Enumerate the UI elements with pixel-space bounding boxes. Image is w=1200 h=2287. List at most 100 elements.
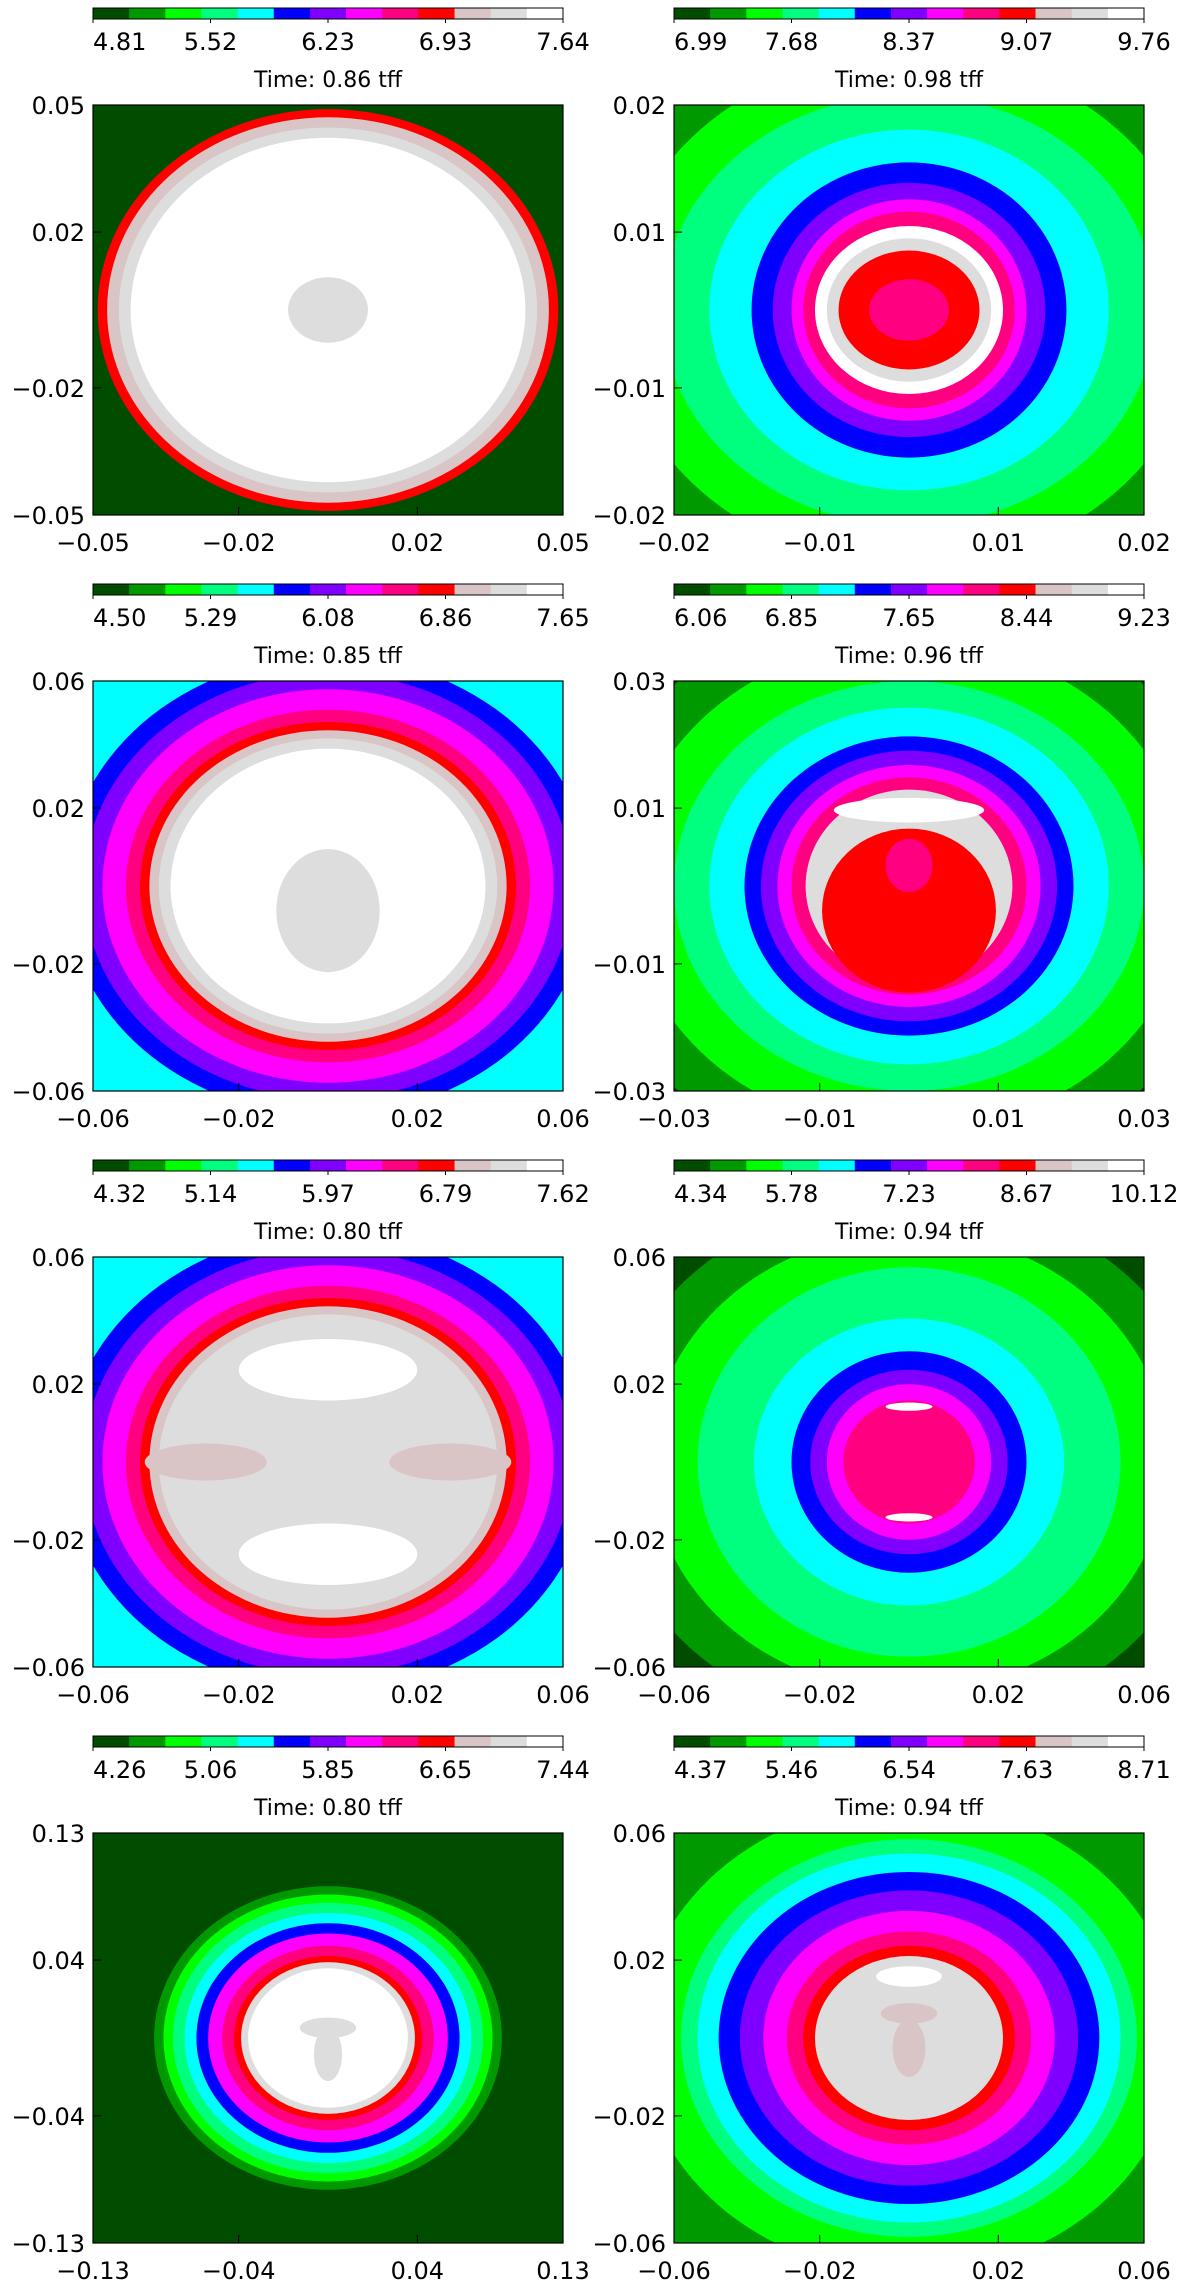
colorbar-swatch — [454, 1160, 492, 1171]
plot-frame — [673, 104, 1145, 516]
colorbar-tick-label: 5.78 — [765, 1180, 818, 1208]
y-tick-label: 0.01 — [613, 795, 666, 823]
colorbar-tick-label: 7.63 — [1000, 1756, 1053, 1784]
x-tick-label: 0.06 — [1117, 2257, 1170, 2285]
colorbar-swatch — [1071, 584, 1109, 595]
heatmap-field — [93, 105, 563, 515]
x-tick-label: 0.01 — [972, 529, 1025, 557]
colorbar-swatch — [854, 1736, 892, 1747]
colorbar: 4.32 5.14 5.97 6.79 7.62 — [92, 1159, 590, 1208]
colorbar-swatch — [746, 1736, 784, 1747]
colorbar-swatch — [382, 8, 419, 19]
colorbar-swatch — [1035, 8, 1073, 19]
colorbar: 4.34 5.78 7.23 8.67 10.12 — [673, 1159, 1179, 1208]
colorbar-swatch — [1107, 1160, 1145, 1171]
colorbar-swatch — [710, 1736, 747, 1747]
colorbar-swatch — [782, 584, 820, 595]
colorbar-swatch — [890, 1160, 928, 1171]
x-tick-label: −0.02 — [783, 2257, 857, 2285]
colorbar-swatch — [129, 1160, 166, 1171]
x-tick-label: 0.05 — [536, 529, 589, 557]
colorbar-swatch — [1035, 1160, 1073, 1171]
x-tick-label: 0.01 — [972, 1105, 1025, 1133]
colorbar-tick-label: 6.08 — [301, 604, 354, 632]
colorbar-tick-label: 6.86 — [419, 604, 472, 632]
x-tick-label: 0.02 — [972, 2257, 1025, 2285]
colorbar-swatch — [746, 8, 784, 19]
colorbar-tick-label: 5.46 — [765, 1756, 818, 1784]
x-tick-label: −0.05 — [56, 529, 130, 557]
x-tick-label: 0.06 — [536, 1681, 589, 1709]
colorbar-tick-label: 6.85 — [765, 604, 818, 632]
colorbar-swatch — [382, 584, 419, 595]
density-feature — [276, 849, 380, 973]
colorbar-swatch — [1107, 584, 1145, 595]
colorbar-tick-label: 4.26 — [93, 1756, 146, 1784]
colorbar-tick-label: 5.97 — [301, 1180, 354, 1208]
y-tick-label: 0.02 — [32, 795, 85, 823]
colorbar-swatch — [963, 8, 1000, 19]
x-tick-label: 0.13 — [536, 2257, 589, 2285]
y-tick-label: −0.04 — [11, 2103, 85, 2131]
x-tick-label: 0.06 — [1117, 1681, 1170, 1709]
colorbar-swatch — [818, 1736, 856, 1747]
density-feature — [238, 1523, 418, 1585]
colorbar-swatch — [201, 1160, 239, 1171]
plot-frame — [92, 680, 564, 1092]
colorbar-swatch — [674, 1736, 711, 1747]
y-tick-label: 0.06 — [613, 1244, 666, 1272]
colorbar-swatch — [927, 1160, 964, 1171]
colorbar-swatch — [165, 1736, 203, 1747]
colorbar-swatch — [526, 584, 564, 595]
x-tick-label: −0.02 — [202, 1105, 276, 1133]
colorbar-swatch — [710, 8, 747, 19]
y-tick-label: 0.05 — [32, 92, 85, 120]
density-feature — [313, 2027, 343, 2082]
y-tick-label: −0.01 — [592, 951, 666, 979]
y-tick-label: 0.02 — [613, 92, 666, 120]
colorbar-tick-label: 5.06 — [184, 1756, 237, 1784]
colorbar-tick-label: 10.12 — [1110, 1180, 1179, 1208]
x-tick-label: −0.06 — [637, 2257, 711, 2285]
y-tick-label: −0.02 — [11, 375, 85, 403]
heatmap-field — [674, 105, 1144, 515]
y-tick-label: −0.06 — [11, 1078, 85, 1106]
colorbar-swatch — [746, 1160, 784, 1171]
x-tick-label: 0.02 — [391, 1681, 444, 1709]
colorbar-swatch — [890, 1736, 928, 1747]
plot-frame — [673, 1256, 1145, 1668]
plot-frame — [673, 1832, 1145, 2244]
colorbar-swatch — [418, 8, 456, 19]
y-tick-label: 0.02 — [613, 1947, 666, 1975]
colorbar-tick-label: 9.23 — [1117, 604, 1170, 632]
colorbar-swatch — [237, 8, 275, 19]
colorbar-tick-label: 7.23 — [882, 1180, 935, 1208]
colorbar: 6.06 6.85 7.65 8.44 9.23 — [673, 583, 1171, 632]
colorbar-swatch — [418, 1160, 456, 1171]
colorbar-swatch — [273, 584, 311, 595]
colorbar: 4.37 5.46 6.54 7.63 8.71 — [673, 1735, 1171, 1784]
x-tick-label: −0.01 — [783, 1105, 857, 1133]
colorbar-swatch — [710, 1160, 747, 1171]
y-tick-label: 0.02 — [613, 1371, 666, 1399]
colorbar-swatch — [782, 8, 820, 19]
colorbar-swatch — [346, 1160, 383, 1171]
colorbar-tick-label: 6.93 — [419, 28, 472, 56]
y-tick-label: 0.02 — [32, 219, 85, 247]
colorbar-swatch — [1071, 1160, 1109, 1171]
colorbar-swatch — [963, 1160, 1000, 1171]
x-tick-label: 0.02 — [972, 1681, 1025, 1709]
x-tick-label: −0.02 — [202, 1681, 276, 1709]
colorbar-swatch — [999, 1160, 1037, 1171]
contour-band — [158, 1314, 498, 1610]
y-tick-label: 0.01 — [613, 219, 666, 247]
plot-frame — [92, 1832, 564, 2244]
colorbar-swatch — [129, 1736, 166, 1747]
colorbar-tick-label: 6.06 — [674, 604, 727, 632]
density-feature — [885, 1402, 933, 1411]
contour-band — [869, 279, 949, 341]
